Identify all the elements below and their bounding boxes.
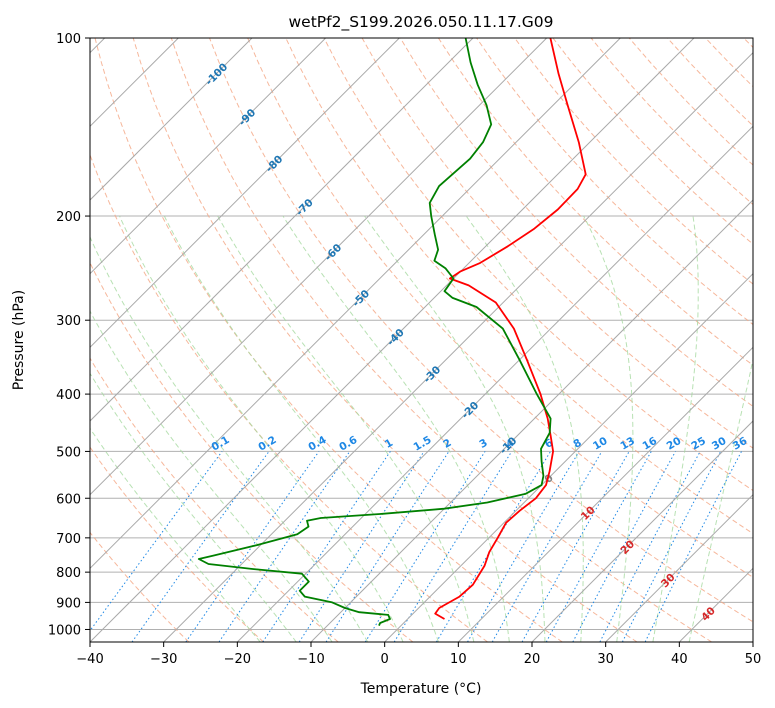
mixing-ratio-line xyxy=(218,451,351,642)
isotherm-line xyxy=(90,38,695,642)
moist-adiabat-line xyxy=(119,215,404,642)
moist-adiabat-line xyxy=(90,235,369,642)
dry-adiabat-line xyxy=(90,531,190,642)
moist-adiabat-line xyxy=(90,372,297,642)
dry-adiabat-line xyxy=(90,357,339,642)
plot-area: 0.1 0.2 0.4 0.6 1 1.5 2 3 4 6 8 10 13 16 20 25 30 36-100-… xyxy=(90,38,753,642)
isotherm-line xyxy=(605,493,753,642)
dry-adiabat-line xyxy=(437,38,753,366)
mixing-ratio-line xyxy=(521,451,630,642)
x-tick-label: 50 xyxy=(745,652,762,667)
isotherm-line xyxy=(236,125,753,642)
temperature-profile-line xyxy=(434,38,587,620)
moist-adiabats xyxy=(90,215,753,642)
isotherm-line xyxy=(310,199,753,642)
dry-adiabat-line xyxy=(323,38,753,492)
mixing-ratio-line xyxy=(393,451,513,642)
isobar-grid xyxy=(90,38,753,630)
plot-frame xyxy=(89,37,754,643)
chart-title: wetPf2_S199.2026.050.11.17.G09 xyxy=(289,13,554,32)
moist-adiabat-line xyxy=(688,357,753,642)
dry-adiabat-line xyxy=(399,38,753,408)
dry-adiabat-line xyxy=(94,38,563,642)
mixing-ratio-line xyxy=(185,451,320,642)
isotherm-line xyxy=(457,346,753,642)
y-tick-label: 400 xyxy=(56,388,81,403)
x-tick-label: 40 xyxy=(671,652,688,667)
x-tick-label: 20 xyxy=(524,652,541,667)
y-tick-label: 100 xyxy=(56,32,81,47)
isotherm-grid xyxy=(90,38,753,642)
isotherm-line xyxy=(384,272,753,642)
moist-adiabat-line xyxy=(282,215,510,642)
moist-adiabat-line xyxy=(163,215,439,642)
mixing-ratio-line xyxy=(298,451,425,642)
mixing-ratio-line xyxy=(545,451,652,642)
x-tick-label: −20 xyxy=(224,652,251,667)
mixing-ratio-line xyxy=(644,451,742,642)
dry-adiabat-line xyxy=(132,38,638,642)
isotherm-line xyxy=(90,38,548,496)
y-tick-label: 300 xyxy=(56,314,81,329)
y-tick-label: 700 xyxy=(56,532,81,547)
moist-adiabat-line xyxy=(364,215,546,642)
profile-lines xyxy=(197,38,587,626)
mixing-ratio-line xyxy=(621,451,722,642)
dry-adiabats xyxy=(90,38,753,642)
mixing-ratio-line xyxy=(90,451,223,632)
x-tick-label: −40 xyxy=(76,652,103,667)
dry-adiabat-line xyxy=(170,38,712,642)
moist-adiabat-line xyxy=(583,215,634,642)
dry-adiabat-line xyxy=(514,38,753,285)
y-tick-label: 900 xyxy=(56,596,81,611)
x-tick-label: 10 xyxy=(450,652,467,667)
moist-adiabat-line xyxy=(90,427,261,642)
isotherm-line xyxy=(90,38,327,275)
y-axis-title: Pressure (hPa) xyxy=(11,290,27,390)
isotherm-line xyxy=(531,420,753,642)
y-tick-label: 1000 xyxy=(48,623,81,638)
dewpoint-profile-line xyxy=(197,38,552,626)
dry-adiabat-line xyxy=(90,153,488,642)
isotherm-line xyxy=(90,38,474,422)
y-axis-ticks: 100 200 300 400 500 600 700 800 900 1000 xyxy=(48,32,90,638)
dry-adiabat-line xyxy=(209,38,753,623)
isotherm-line xyxy=(90,38,621,570)
mixing-ratio-line xyxy=(572,451,676,642)
x-tick-label: −30 xyxy=(150,652,177,667)
mixing-ratio-line xyxy=(262,451,391,642)
y-tick-label: 200 xyxy=(56,210,81,225)
x-axis-title: Temperature (°C) xyxy=(360,681,482,697)
isotherm-line xyxy=(90,38,400,349)
x-tick-label: 0 xyxy=(381,652,389,667)
dry-adiabat-line xyxy=(90,446,264,642)
dry-adiabat-line xyxy=(247,38,753,578)
x-tick-label: −10 xyxy=(297,652,324,667)
isotherm-line xyxy=(90,38,253,201)
y-tick-label: 800 xyxy=(56,566,81,581)
moist-adiabat-line xyxy=(652,215,699,642)
moist-adiabat-line xyxy=(465,215,584,642)
x-tick-label: 30 xyxy=(597,652,614,667)
mixing-ratio-line xyxy=(325,451,450,642)
y-tick-label: 600 xyxy=(56,492,81,507)
y-tick-label: 500 xyxy=(56,445,81,460)
x-axis-ticks: −40 −30 −20 −10 0 10 20 30 40 50 xyxy=(76,642,761,667)
isotherm-line xyxy=(163,51,753,642)
